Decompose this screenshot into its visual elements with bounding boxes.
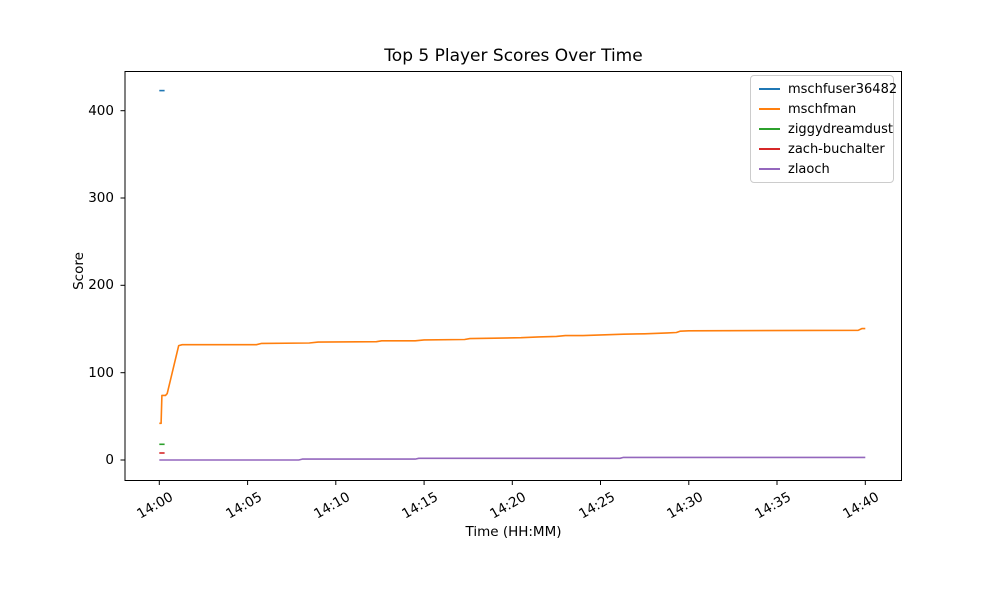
y-tick-label: 400 [88, 102, 114, 119]
legend-item: mschfuser36482 [751, 79, 897, 99]
legend-swatch-zach-buchalter [759, 148, 780, 150]
y-tick-label: 300 [88, 190, 114, 206]
legend-swatch-ziggydreamdust [759, 128, 780, 130]
legend-swatch-mschfuser36482 [759, 88, 780, 90]
legend-item: zlaoch [751, 159, 893, 179]
legend-label: zach-buchalter [788, 141, 885, 157]
legend-label: mschfman [788, 101, 857, 117]
legend-item: mschfman [751, 99, 893, 119]
plot-border [124, 71, 902, 481]
chart-title: Top 5 Player Scores Over Time [384, 46, 643, 66]
legend-swatch-mschfman [759, 108, 780, 110]
series-lines [159, 89, 866, 461]
legend-swatch-zlaoch [759, 168, 780, 170]
tick-marks [120, 110, 866, 485]
series-line-zlaoch [159, 456, 866, 461]
y-tick-label: 100 [88, 364, 114, 381]
y-tick-label: 0 [105, 452, 114, 468]
x-axis-label: Time (HH:MM) [465, 524, 562, 540]
legend-label: ziggydreamdust [788, 121, 893, 137]
legend-label: zlaoch [788, 161, 830, 177]
y-tick-label: 200 [88, 277, 114, 294]
legend: mschfuser36482 mschfman ziggydreamdust zach… [750, 75, 897, 183]
legend-items: mschfuser36482 mschfman ziggydreamdust zach… [751, 79, 897, 179]
legend-item: zach-buchalter [751, 139, 893, 159]
axes-spines [124, 71, 902, 481]
legend-item: ziggydreamdust [751, 119, 893, 139]
legend-label: mschfuser36482 [788, 81, 898, 97]
series-line-mschfman [159, 327, 866, 425]
